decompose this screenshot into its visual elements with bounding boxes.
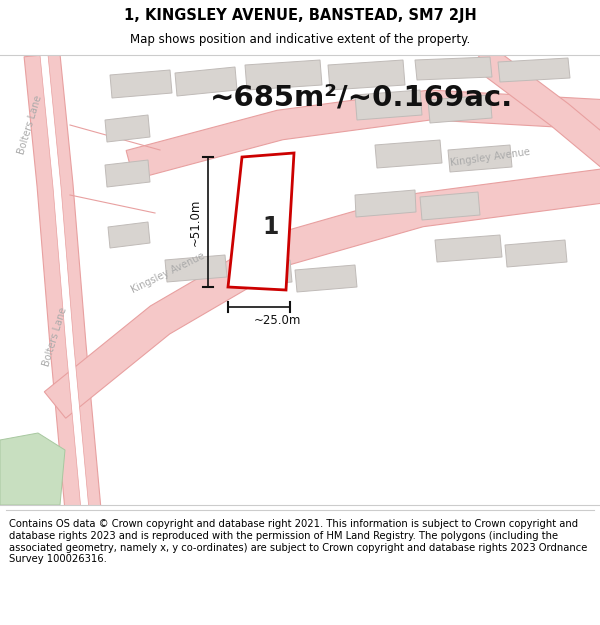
Polygon shape [165,255,227,282]
Text: ~685m²/~0.169ac.: ~685m²/~0.169ac. [210,83,513,111]
Polygon shape [0,433,65,505]
Polygon shape [105,115,150,142]
Polygon shape [126,90,600,179]
Polygon shape [415,57,492,80]
Polygon shape [108,222,150,248]
Polygon shape [355,90,422,120]
Polygon shape [110,70,172,98]
Polygon shape [228,153,294,290]
Text: Bolters Lane: Bolters Lane [41,306,69,368]
Text: Bolters Lane: Bolters Lane [16,94,44,156]
Text: 1: 1 [262,215,278,239]
Polygon shape [105,160,150,187]
Polygon shape [505,240,567,267]
Polygon shape [40,54,89,511]
Text: Kingsley Avenue: Kingsley Avenue [130,251,206,295]
Text: 1, KINGSLEY AVENUE, BANSTEAD, SM7 2JH: 1, KINGSLEY AVENUE, BANSTEAD, SM7 2JH [124,8,476,23]
Polygon shape [498,58,570,82]
Polygon shape [375,140,442,168]
Polygon shape [295,265,357,292]
Text: ~51.0m: ~51.0m [188,198,202,246]
Polygon shape [472,44,600,176]
Polygon shape [245,60,322,90]
Text: Kingsley Avenue: Kingsley Avenue [449,146,530,168]
Text: Contains OS data © Crown copyright and database right 2021. This information is : Contains OS data © Crown copyright and d… [9,519,587,564]
Polygon shape [44,168,600,418]
Text: Map shows position and indicative extent of the property.: Map shows position and indicative extent… [130,33,470,46]
Polygon shape [428,95,492,123]
Polygon shape [435,235,502,262]
Polygon shape [24,53,101,512]
Polygon shape [230,260,292,287]
Polygon shape [448,145,512,172]
Polygon shape [420,192,480,220]
Text: ~25.0m: ~25.0m [253,314,301,328]
Polygon shape [355,190,416,217]
Polygon shape [328,60,405,90]
Polygon shape [175,67,237,96]
